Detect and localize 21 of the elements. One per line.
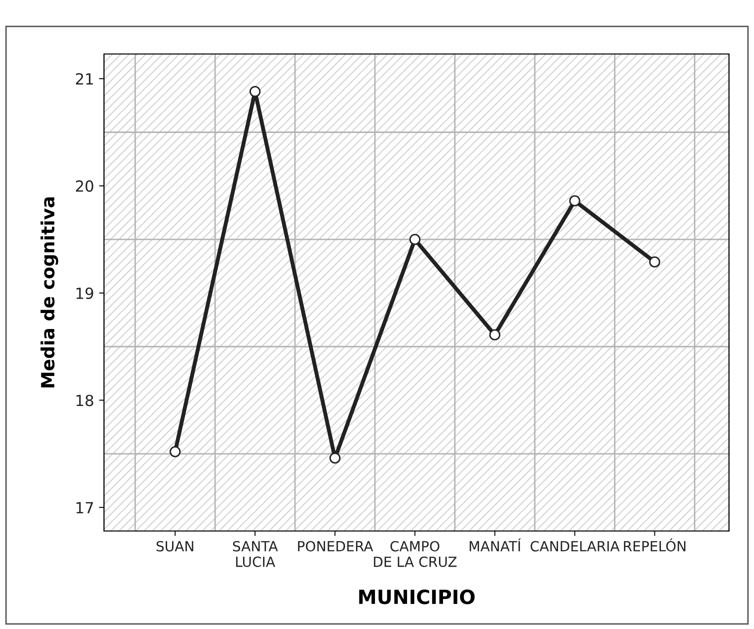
x-tick-label: MANATÍ xyxy=(470,538,521,552)
y-tick-label: 20 xyxy=(76,180,94,192)
point xyxy=(649,256,660,268)
y-tick-label: 18 xyxy=(76,394,94,406)
x-tick-label: CAMPO DE LA CRUZ xyxy=(374,540,457,568)
y-axis-title: Media de cognitiva xyxy=(40,197,58,388)
point xyxy=(170,446,181,458)
point xyxy=(329,452,341,464)
x-tick-label: SUAN xyxy=(156,540,194,552)
x-axis-title: MUNICIPIO xyxy=(359,590,475,604)
x-tick-label: SANTA LUCIA xyxy=(233,540,278,568)
x-tick-label: PONEDERA xyxy=(298,540,374,552)
point xyxy=(409,234,420,245)
y-tick-label: 21 xyxy=(76,73,93,84)
point xyxy=(489,329,500,340)
x-tick-label: CANDELARIA xyxy=(530,540,620,552)
point xyxy=(250,86,261,98)
y-tick-label: 17 xyxy=(76,502,93,514)
point xyxy=(569,195,580,206)
y-tick-label: 19 xyxy=(76,288,94,300)
x-tick-label: REPELÓN xyxy=(624,538,686,552)
